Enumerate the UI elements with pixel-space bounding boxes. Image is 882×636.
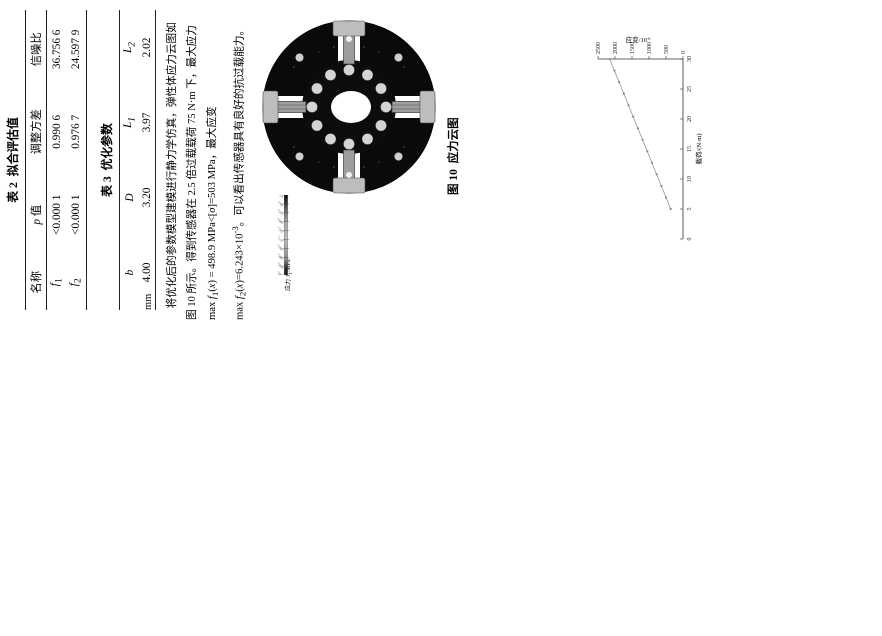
svg-text:277.5: 277.5 [278, 235, 284, 243]
svg-text:388.2: 388.2 [278, 252, 284, 260]
svg-text:5: 5 [687, 208, 693, 211]
svg-text:500: 500 [664, 45, 670, 54]
svg-text:15: 15 [687, 146, 693, 152]
svg-text:载荷/(N·m): 载荷/(N·m) [694, 133, 703, 164]
svg-text:222.1: 222.1 [278, 226, 284, 234]
svg-text:56.1: 56.1 [278, 200, 284, 207]
svg-text:应变/10-6: 应变/10-6 [626, 35, 651, 44]
svg-text:332.8: 332.8 [278, 243, 284, 251]
svg-text:1000: 1000 [647, 42, 653, 54]
svg-text:0.8: 0.8 [278, 195, 284, 198]
svg-text:443.5: 443.5 [278, 261, 284, 269]
svg-text:166.8: 166.8 [278, 217, 284, 225]
svg-text:10: 10 [687, 176, 693, 182]
svg-text:0: 0 [687, 238, 693, 241]
svg-text:30: 30 [687, 56, 693, 62]
svg-text:2500: 2500 [596, 42, 602, 54]
svg-text:111.5: 111.5 [278, 208, 284, 216]
svg-text:25: 25 [687, 86, 693, 92]
svg-text:0: 0 [681, 51, 687, 54]
svg-text:20: 20 [687, 116, 693, 122]
svg-text:2000: 2000 [613, 42, 619, 54]
